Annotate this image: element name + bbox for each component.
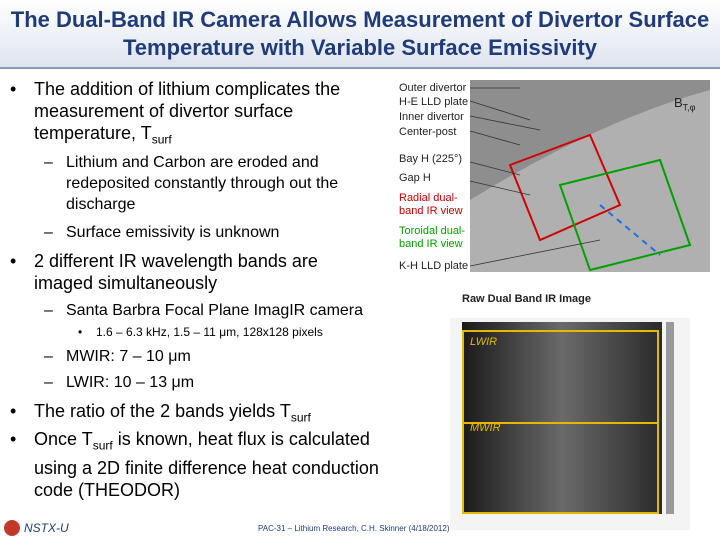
- sub-sub-bullet: 1.6 – 6.3 kHz, 1.5 – 11 μm, 128x128 pixe…: [96, 325, 323, 339]
- dash: –: [44, 374, 53, 391]
- figure-label: Radial dual-band IR view: [399, 192, 463, 217]
- band-label: MWIR: [470, 422, 501, 434]
- title-band: [0, 0, 720, 68]
- subscript: surf: [92, 438, 113, 453]
- figure-label: K-H LLD plate: [399, 260, 469, 272]
- figure-label: Outer divertor: [399, 82, 467, 94]
- bullet-text: Once T: [34, 429, 93, 449]
- sub-bullet: MWIR: 7 – 10 μm: [66, 348, 191, 365]
- mwir-box: [462, 422, 659, 514]
- dash: –: [44, 302, 53, 319]
- band-label: LWIR: [470, 336, 498, 348]
- bullet-marker: •: [10, 79, 17, 99]
- figure-label: Center-post: [399, 126, 457, 138]
- sub-bullet: Santa Barbra Focal Plane ImagIR camera: [66, 302, 364, 319]
- slide-title: The Dual-Band IR Camera Allows Measureme…: [10, 7, 710, 60]
- figure-label: Inner divertor: [399, 111, 464, 123]
- dashed-line: [599, 204, 661, 256]
- subscript: surf: [290, 410, 311, 425]
- footer-text: PAC-31 – Lithium Research, C.H. Skinner …: [258, 524, 450, 533]
- bullet: 2 different IR wavelength bands are imag…: [34, 251, 318, 293]
- bullet-marker: •: [10, 429, 17, 449]
- figure-label: Gap H: [399, 172, 431, 184]
- figure-label: H-E LLD plate: [399, 96, 469, 108]
- figure-label: Bay H (225°): [399, 153, 463, 165]
- ir-image: [462, 322, 662, 514]
- figure-caption: Raw Dual Band IR Image: [462, 293, 591, 305]
- bullet: The addition of lithium complicates the …: [34, 78, 384, 151]
- radial-view-box: [508, 133, 622, 242]
- field-label: BT,φ: [674, 96, 696, 115]
- bullet-text: is known, heat flux is calculated using …: [34, 429, 379, 500]
- bullet-marker: •: [78, 325, 83, 339]
- field-subscript: T,φ: [682, 102, 696, 113]
- dash: –: [44, 224, 53, 241]
- colorbar: [666, 322, 674, 514]
- bullet-text: The ratio of the 2 bands yields T: [34, 401, 291, 421]
- figure-label: Toroidal dual-band IR view: [399, 225, 466, 250]
- sub-bullet: Lithium and Carbon are eroded and redepo…: [66, 154, 339, 213]
- bullet: Once Tsurf is known, heat flux is calcul…: [34, 428, 404, 501]
- callout-lines: [469, 87, 601, 267]
- bullet: The ratio of the 2 bands yields Tsurf: [34, 400, 394, 429]
- logo-icon: [4, 520, 20, 536]
- bullet-text: The addition of lithium complicates the …: [34, 79, 341, 143]
- dash: –: [44, 348, 53, 365]
- photo-shading: [470, 90, 710, 272]
- sub-bullet: Surface emissivity is unknown: [66, 224, 280, 241]
- toroidal-view-box: [558, 158, 692, 272]
- subscript: surf: [151, 132, 172, 147]
- sub-bullet: LWIR: 10 – 13 μm: [66, 374, 195, 391]
- bullet-marker: •: [10, 251, 17, 271]
- footer-logo-text: NSTX-U: [24, 521, 69, 535]
- bullet-marker: •: [10, 401, 17, 421]
- dash: –: [44, 154, 53, 171]
- field-symbol: B: [674, 95, 683, 110]
